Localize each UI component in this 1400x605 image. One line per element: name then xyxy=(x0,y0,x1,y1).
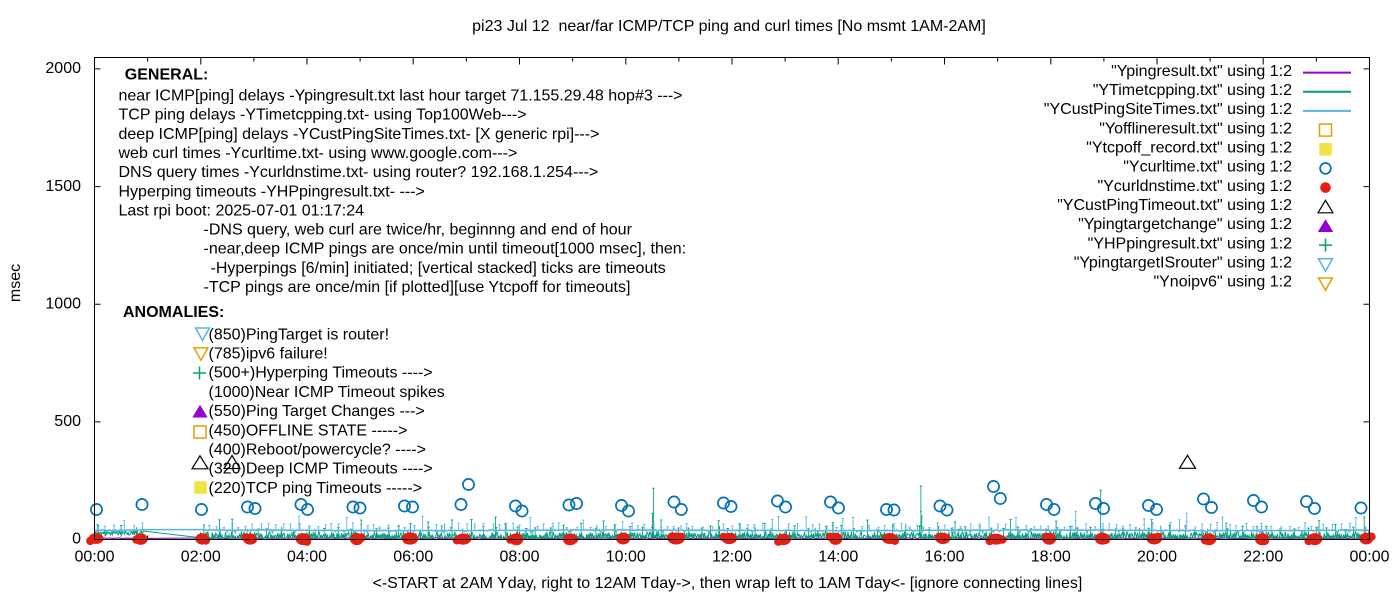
svg-text:pi23 Jul 12 near/far ICMP/TCP: pi23 Jul 12 near/far ICMP/TCP ping and c… xyxy=(472,18,986,35)
svg-text:"YHPpingresult.txt" using 1:2: "YHPpingresult.txt" using 1:2 xyxy=(1088,235,1292,252)
svg-text:"Ytcpoff_record.txt" using 1:2: "Ytcpoff_record.txt" using 1:2 xyxy=(1086,139,1292,156)
svg-text:"YpingtargetISrouter" using 1:: "YpingtargetISrouter" using 1:2 xyxy=(1074,255,1292,272)
svg-text:"YCustPingTimeout.txt" using 1: "YCustPingTimeout.txt" using 1:2 xyxy=(1057,197,1292,214)
svg-text:<-START at 2AM Yday, right to: <-START at 2AM Yday, right to 12AM Tday-… xyxy=(372,575,1082,592)
svg-text:1000: 1000 xyxy=(45,295,81,312)
svg-text:(450)OFFLINE STATE ----->: (450)OFFLINE STATE -----> xyxy=(209,422,408,439)
svg-text:10:00: 10:00 xyxy=(606,549,646,566)
svg-text:ANOMALIES:: ANOMALIES: xyxy=(123,304,224,321)
svg-text:GENERAL:: GENERAL: xyxy=(125,66,209,83)
svg-text:DNS query times -Ycurldnstime.: DNS query times -Ycurldnstime.txt- using… xyxy=(119,164,599,181)
svg-text:"Ycurltime.txt" using 1:2: "Ycurltime.txt" using 1:2 xyxy=(1123,159,1292,176)
svg-text:12:00: 12:00 xyxy=(712,549,752,566)
svg-text:(320)Deep ICMP Timeouts ---->: (320)Deep ICMP Timeouts ----> xyxy=(209,461,433,478)
svg-text:(1000)Near ICMP Timeout spikes: (1000)Near ICMP Timeout spikes xyxy=(209,384,445,401)
svg-text:(550)Ping Target Changes --->: (550)Ping Target Changes ---> xyxy=(209,403,425,420)
svg-text:22:00: 22:00 xyxy=(1243,549,1283,566)
svg-text:"YCustPingSiteTimes.txt" using: "YCustPingSiteTimes.txt" using 1:2 xyxy=(1044,101,1292,118)
svg-text:"YTimetcpping.txt" using 1:2: "YTimetcpping.txt" using 1:2 xyxy=(1093,82,1292,99)
svg-text:"Ypingresult.txt" using 1:2: "Ypingresult.txt" using 1:2 xyxy=(1111,63,1292,80)
svg-text:14:00: 14:00 xyxy=(818,549,858,566)
svg-text:18:00: 18:00 xyxy=(1031,549,1071,566)
svg-text:-TCP pings are once/min [if pl: -TCP pings are once/min [if plotted][use… xyxy=(204,279,631,296)
svg-text:16:00: 16:00 xyxy=(924,549,964,566)
svg-text:near ICMP[ping] delays -Ypingr: near ICMP[ping] delays -Ypingresult.txt … xyxy=(119,88,683,105)
svg-text:"Ycurldnstime.txt" using 1:2: "Ycurldnstime.txt" using 1:2 xyxy=(1097,178,1292,195)
svg-text:06:00: 06:00 xyxy=(393,549,433,566)
svg-text:00:00: 00:00 xyxy=(1349,549,1389,566)
svg-text:msec: msec xyxy=(7,264,24,302)
svg-text:Hyperping timeouts -YHPpingres: Hyperping timeouts -YHPpingresult.txt- -… xyxy=(119,183,425,200)
svg-text:2000: 2000 xyxy=(45,60,81,77)
svg-text:1500: 1500 xyxy=(45,178,81,195)
svg-text:"Ynoipv6" using 1:2: "Ynoipv6" using 1:2 xyxy=(1153,274,1292,291)
svg-text:08:00: 08:00 xyxy=(499,549,539,566)
svg-text:00:00: 00:00 xyxy=(74,549,114,566)
svg-text:(785)ipv6 failure!: (785)ipv6 failure! xyxy=(209,346,328,363)
svg-text:0: 0 xyxy=(72,531,81,548)
svg-text:(400)Reboot/powercycle? ---->: (400)Reboot/powercycle? ----> xyxy=(209,442,426,459)
svg-text:Last rpi boot: 2025-07-01 01:1: Last rpi boot: 2025-07-01 01:17:24 xyxy=(119,202,365,219)
svg-text:"Ypingtargetchange" using 1:2: "Ypingtargetchange" using 1:2 xyxy=(1078,216,1292,233)
svg-text:02:00: 02:00 xyxy=(181,549,221,566)
svg-text:deep ICMP[ping] delays -YCustP: deep ICMP[ping] delays -YCustPingSiteTim… xyxy=(119,126,600,143)
svg-text:-near,deep ICMP pings are once: -near,deep ICMP pings are once/min until… xyxy=(204,241,687,258)
svg-text:-DNS query, web curl are twice: -DNS query, web curl are twice/hr, begin… xyxy=(204,222,633,239)
svg-text:(850)PingTarget is router!: (850)PingTarget is router! xyxy=(209,326,390,343)
svg-text:04:00: 04:00 xyxy=(287,549,327,566)
svg-text:500: 500 xyxy=(54,413,81,430)
svg-text:20:00: 20:00 xyxy=(1137,549,1177,566)
svg-text:-Hyperpings [6/min] initiated;: -Hyperpings [6/min] initiated; [vertical… xyxy=(211,260,666,277)
svg-text:TCP ping delays -YTimetcpping.: TCP ping delays -YTimetcpping.txt- using… xyxy=(119,107,527,124)
svg-text:(500+)Hyperping Timeouts ---->: (500+)Hyperping Timeouts ----> xyxy=(209,365,433,382)
svg-text:web curl times -Ycurltime.txt-: web curl times -Ycurltime.txt- using www… xyxy=(118,145,518,162)
svg-text:(220)TCP ping Timeouts ----->: (220)TCP ping Timeouts -----> xyxy=(209,480,423,497)
svg-text:"Yofflineresult.txt" using 1:2: "Yofflineresult.txt" using 1:2 xyxy=(1099,120,1292,137)
